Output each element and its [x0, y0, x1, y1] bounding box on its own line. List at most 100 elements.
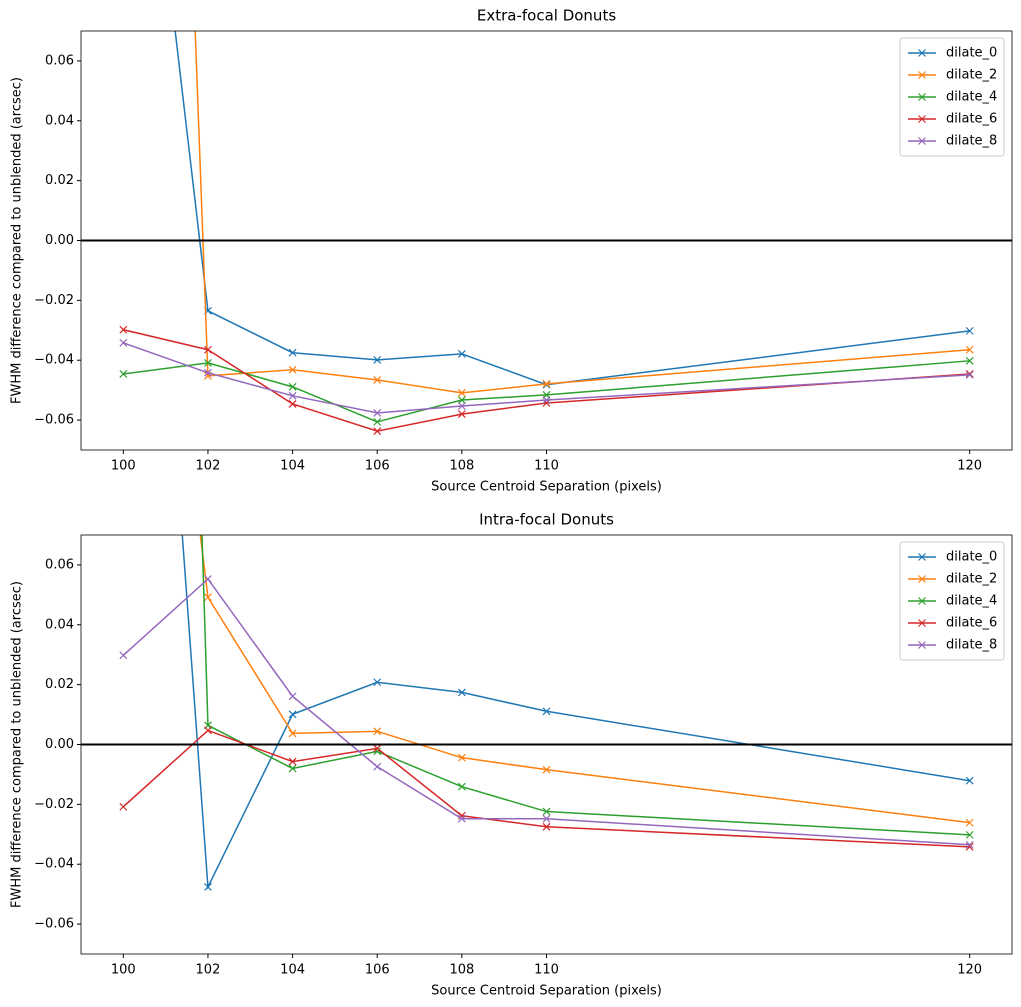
legend-label: dilate_2: [946, 572, 997, 587]
x-tick-label: 108: [449, 459, 474, 474]
legend-box: [899, 541, 1005, 661]
point-marker: [288, 764, 297, 773]
point-marker: [965, 370, 974, 378]
legend-label: dilate_2: [946, 68, 997, 83]
point-marker: [288, 391, 297, 400]
series-line: [201, 535, 970, 836]
chart-title: Extra-focal Donuts: [477, 7, 616, 25]
point-marker: [288, 757, 297, 766]
y-tick-label: 0.04: [45, 617, 74, 632]
legend-label: dilate_0: [946, 550, 997, 565]
point-marker: [373, 355, 382, 364]
point-marker: [542, 765, 551, 774]
y-tick-label: 0.04: [45, 113, 74, 128]
axes-frame: [80, 30, 1013, 451]
y-tick-label: 0.06: [45, 557, 74, 572]
legend-label: dilate_6: [946, 112, 997, 127]
x-axis-label: Source Centroid Separation (pixels): [431, 480, 662, 495]
point-marker: [457, 388, 466, 397]
point-marker: [204, 358, 212, 367]
point-marker: [457, 350, 466, 358]
y-tick-label: 0.02: [45, 173, 74, 188]
point-marker: [373, 762, 382, 771]
x-tick-label: 100: [111, 963, 136, 978]
x-tick-label: 120: [957, 963, 982, 978]
point-marker: [288, 348, 297, 357]
y-tick-label: −0.02: [34, 293, 74, 308]
point-marker: [288, 382, 297, 391]
y-tick-label: 0.00: [45, 737, 74, 752]
axes-frame: [80, 534, 1013, 955]
x-tick-label: 120: [957, 459, 982, 474]
subplot: Intra-focal Donuts Source Centroid Separa…: [10, 511, 1013, 999]
legend-marker: [918, 619, 926, 627]
legend-box: [899, 37, 1005, 157]
point-marker: [373, 727, 382, 736]
point-marker: [119, 802, 128, 811]
x-tick-label: 102: [196, 459, 221, 474]
legend-label: dilate_8: [946, 638, 997, 653]
series-line: [123, 328, 970, 432]
point-marker: [542, 707, 551, 716]
point-marker: [965, 326, 974, 335]
legend-label: dilate_4: [946, 90, 997, 105]
legend-marker: [918, 137, 926, 145]
point-marker: [373, 744, 382, 753]
legend: dilate_0 dilate_2 dilate_4 dilate_6 dilate_8: [899, 37, 1005, 157]
point-marker: [542, 822, 551, 831]
legend-marker: [918, 71, 926, 79]
point-marker: [204, 883, 212, 891]
point-marker: [965, 370, 974, 379]
y-tick-label: −0.06: [34, 413, 74, 428]
x-tick-label: 110: [534, 963, 559, 978]
legend-label: dilate_4: [946, 594, 997, 609]
x-tick-label: 106: [365, 459, 390, 474]
y-tick-label: −0.02: [34, 797, 74, 812]
plot-area: [81, 535, 1012, 891]
plot-area: [81, 31, 1012, 436]
point-marker: [965, 776, 974, 785]
point-marker: [204, 726, 212, 735]
chart-title: Intra-focal Donuts: [479, 511, 614, 529]
point-marker: [965, 345, 974, 354]
x-tick-label: 108: [449, 963, 474, 978]
series-line: [122, 729, 970, 848]
point-marker: [542, 380, 551, 389]
series-line: [194, 31, 970, 394]
y-tick-label: 0.00: [45, 233, 74, 248]
legend-marker: [918, 575, 926, 583]
legend-marker: [918, 553, 926, 561]
legend-label: dilate_0: [946, 46, 997, 61]
point-marker: [119, 338, 128, 347]
point-marker: [373, 678, 382, 687]
series-line: [123, 360, 970, 423]
point-marker: [542, 807, 551, 816]
legend-marker: [918, 93, 926, 101]
point-marker: [965, 356, 974, 365]
y-tick-label: 0.06: [45, 53, 74, 68]
point-marker: [288, 365, 297, 374]
point-marker: [119, 370, 128, 378]
legend-marker: [918, 641, 926, 649]
y-axis-label: FWHM difference compared to unblended (a…: [10, 581, 25, 908]
point-marker: [288, 399, 297, 408]
series-line: [181, 535, 970, 890]
point-marker: [204, 575, 212, 583]
point-marker: [204, 345, 212, 354]
x-tick-label: 100: [111, 459, 136, 474]
legend-label: dilate_6: [946, 616, 997, 631]
legend-marker: [918, 49, 926, 57]
point-marker: [373, 408, 382, 417]
x-tick-label: 102: [196, 963, 221, 978]
legend: dilate_0 dilate_2 dilate_4 dilate_6 dilate_8: [899, 541, 1005, 661]
point-marker: [288, 710, 297, 719]
subplot: Extra-focal Donuts Source Centroid Separa…: [10, 7, 1013, 495]
point-marker: [542, 379, 551, 388]
point-marker: [457, 402, 466, 410]
point-marker: [457, 753, 466, 762]
legend-marker: [918, 597, 926, 605]
legend-label: dilate_8: [946, 134, 997, 149]
point-marker: [457, 396, 466, 404]
point-marker: [204, 593, 212, 602]
